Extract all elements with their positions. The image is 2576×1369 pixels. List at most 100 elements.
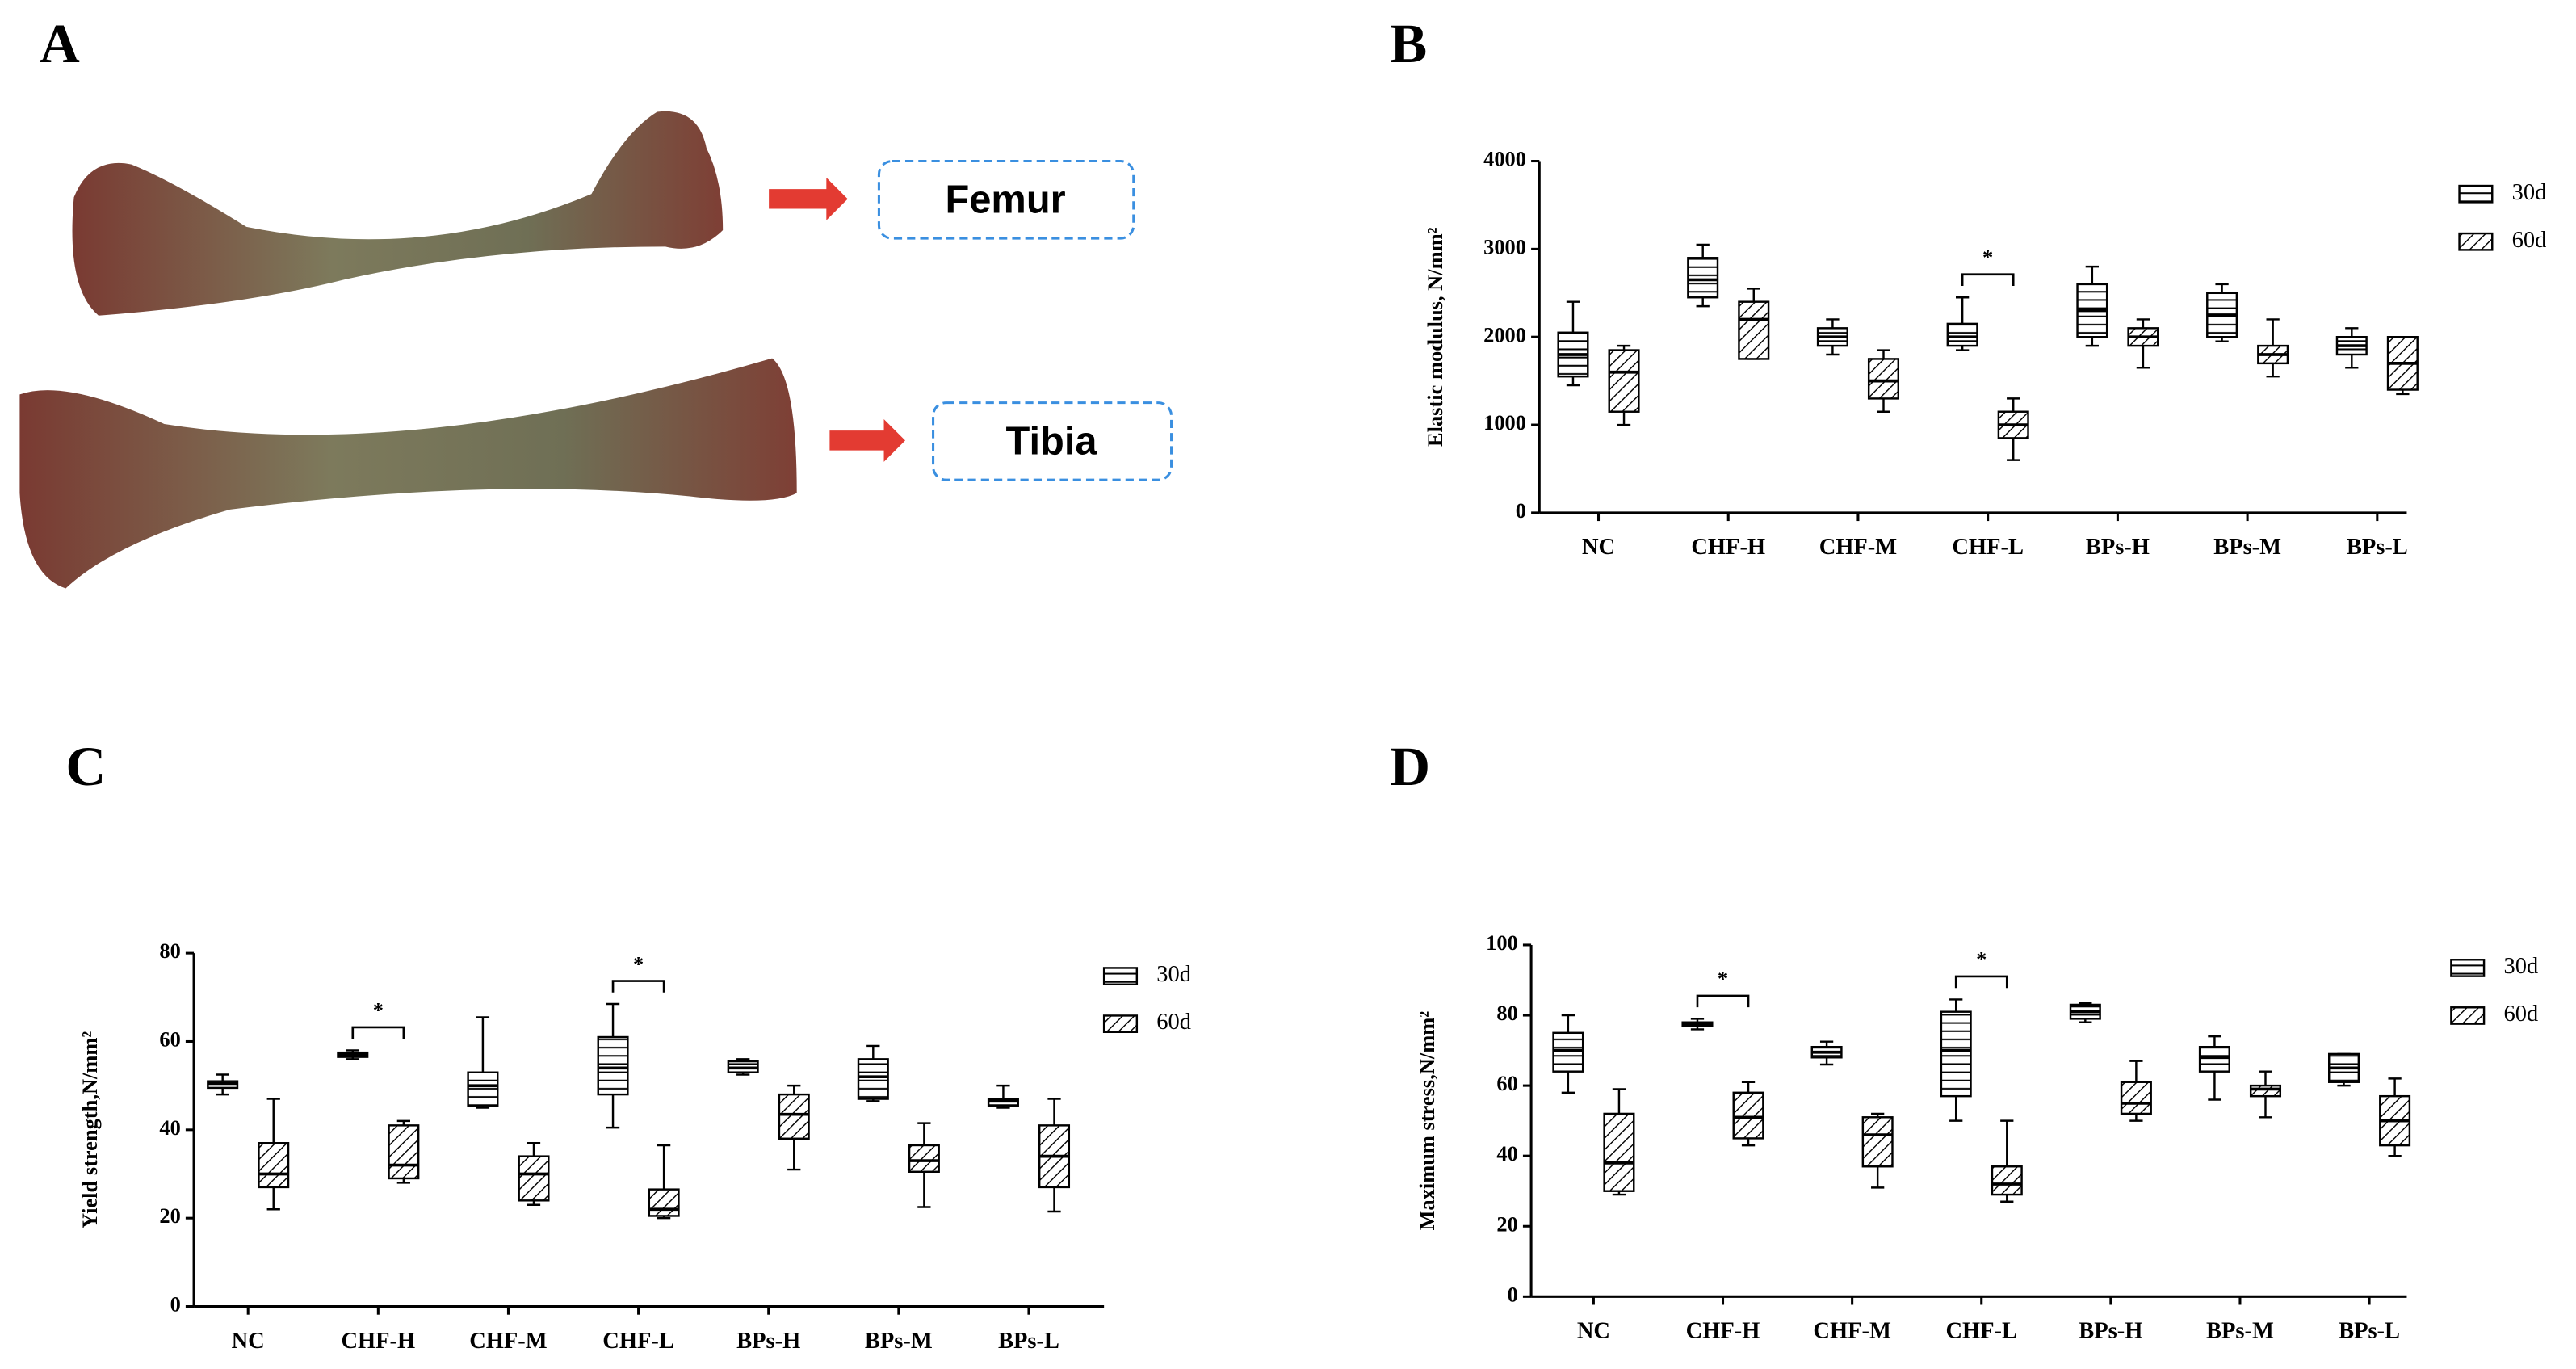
y-tick-label: 3000 <box>1483 234 1526 258</box>
significance-label: * <box>1718 967 1728 991</box>
box <box>388 1124 420 1180</box>
label-box <box>877 160 1135 240</box>
x-tick-label: NC <box>1582 535 1615 560</box>
box <box>2120 1081 2152 1115</box>
x-tick-label: CHF-L <box>602 1329 674 1354</box>
legend-swatch <box>2450 1006 2486 1025</box>
legend-swatch <box>2450 959 2486 977</box>
significance-bracket <box>611 980 665 993</box>
chart: B 0 1000 2000 3000 4000 Elastic modulus, N/mm²… <box>1390 12 2546 560</box>
x-tick-label: CHF-H <box>341 1329 415 1354</box>
x-tick-label: BPs-H <box>736 1329 800 1354</box>
label-box <box>932 401 1173 481</box>
significance-bracket <box>1954 975 2008 989</box>
significance-label: * <box>373 998 384 1023</box>
y-tick-label: 40 <box>159 1115 180 1140</box>
x-tick-label: CHF-M <box>469 1329 548 1354</box>
x-tick-label: CHF-H <box>1686 1319 1760 1344</box>
box <box>467 1071 499 1107</box>
x-tick-label: CHF-L <box>1945 1319 2017 1344</box>
femur-label: Femur <box>945 178 1065 221</box>
x-tick-label: NC <box>232 1329 265 1354</box>
significance-label: * <box>1976 947 1987 972</box>
y-tick-label: 0 <box>1516 498 1526 523</box>
y-tick-label: 20 <box>159 1203 180 1228</box>
significance-bracket <box>351 1026 405 1039</box>
box <box>778 1093 810 1140</box>
panel-label: A <box>40 12 80 74</box>
box <box>1738 300 1770 360</box>
y-tick-label: 0 <box>170 1292 181 1317</box>
box <box>1940 1010 1972 1098</box>
legend-label: 30d <box>2512 180 2547 205</box>
legend-swatch <box>1102 1014 1139 1034</box>
x-tick-label: CHF-L <box>1952 535 2024 560</box>
box <box>648 1188 680 1217</box>
y-tick-label: 1000 <box>1483 410 1526 435</box>
y-tick-label: 0 <box>1508 1282 1518 1306</box>
box <box>1991 1165 2023 1196</box>
y-tick-label: 40 <box>1496 1141 1517 1165</box>
box <box>258 1142 290 1189</box>
x-tick-label: BPs-L <box>2339 1319 2400 1344</box>
box <box>1552 1031 1584 1073</box>
x-tick-label: CHF-M <box>1813 1319 1891 1344</box>
y-tick-label: 60 <box>1496 1071 1517 1095</box>
legend-label: 60d <box>1156 1010 1191 1035</box>
x-tick-label: BPs-L <box>2347 535 2408 560</box>
chart: C 0 20 40 60 80 Yield strength,N/mm² NC CHF-H CHF… <box>65 735 1191 1354</box>
box <box>2249 1084 2282 1098</box>
x-tick-label: CHF-H <box>1691 535 1765 560</box>
legend-label: 30d <box>2503 954 2538 979</box>
x-tick-label: BPs-L <box>998 1329 1059 1354</box>
panel-label: D <box>1390 735 1430 797</box>
box <box>1861 1116 1894 1168</box>
y-tick-label: 2000 <box>1483 322 1526 346</box>
box <box>1946 322 1978 347</box>
box <box>1608 349 1640 413</box>
box <box>1732 1091 1764 1140</box>
x-tick-label: BPs-M <box>2206 1319 2274 1344</box>
legend-swatch <box>2458 232 2494 251</box>
arrow <box>829 418 905 462</box>
box <box>597 1035 629 1096</box>
panel-a: A Femur Tibia <box>19 12 1173 589</box>
y-axis-label: Maximum stress,N/mm² <box>1415 1011 1439 1231</box>
x-tick-label: BPs-H <box>2079 1319 2142 1344</box>
panel-label: B <box>1390 12 1427 74</box>
significance-label: * <box>633 951 644 976</box>
x-tick-label: NC <box>1577 1319 1610 1344</box>
y-axis-label: Yield strength,N/mm² <box>78 1031 102 1228</box>
y-tick-label: 60 <box>159 1027 180 1052</box>
box <box>1603 1112 1635 1192</box>
box <box>1867 358 1900 400</box>
x-tick-label: BPs-M <box>865 1329 933 1354</box>
significance-label: * <box>1982 246 1993 270</box>
y-tick-label: 80 <box>1496 1001 1517 1025</box>
y-tick-label: 80 <box>159 939 180 963</box>
legend-swatch <box>2458 184 2494 204</box>
x-tick-label: BPs-M <box>2213 535 2281 560</box>
y-tick-label: 4000 <box>1483 147 1526 171</box>
box <box>1687 257 1719 299</box>
y-tick-label: 20 <box>1496 1212 1517 1236</box>
tibia-label: Tibia <box>1006 419 1098 463</box>
y-tick-label: 100 <box>1486 930 1518 955</box>
significance-bracket <box>1696 994 1750 1008</box>
box <box>2198 1045 2230 1073</box>
box <box>908 1144 940 1173</box>
box <box>857 1058 889 1100</box>
significance-bracket <box>1961 273 2015 286</box>
y-axis-label: Elastic modulus, N/mm² <box>1423 227 1447 447</box>
x-tick-label: CHF-M <box>1819 535 1898 560</box>
legend-label: 60d <box>2512 228 2547 253</box>
box <box>518 1155 550 1202</box>
femur-image <box>72 111 724 316</box>
legend-swatch <box>1102 967 1139 986</box>
legend-label: 30d <box>1156 962 1191 987</box>
chart: D 0 20 40 60 80 100 Maximum stress,N/mm² NC CHF-H… <box>1390 735 2538 1343</box>
legend-label: 60d <box>2503 1002 2538 1027</box>
tibia-image <box>19 358 797 589</box>
